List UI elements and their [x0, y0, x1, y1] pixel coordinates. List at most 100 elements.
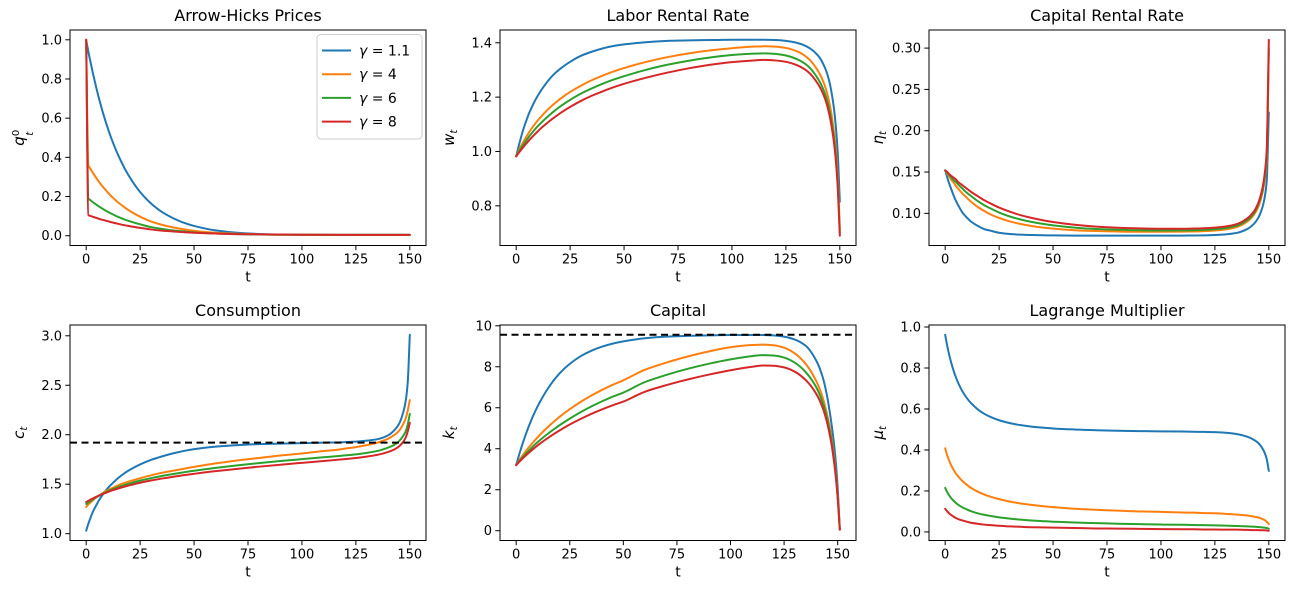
series-line [514, 58, 841, 237]
x-tick-label: 75 [668, 548, 685, 563]
axes-frame [499, 324, 857, 541]
legend-label: γ = 6 [359, 91, 397, 107]
y-tick-label: 4 [483, 442, 491, 457]
y-tick-label: 2.0 [41, 428, 62, 443]
series-line [514, 354, 841, 531]
subplot-consumption: 0 25 50 75 100 125 150 1.0 1.5 2.0 2.5 3.0 Consumpti… [0, 295, 430, 590]
y-tick-label: 0.8 [901, 361, 922, 376]
x-axis-label: t [245, 270, 251, 286]
chart-title: Capital Rental Rate [1030, 6, 1184, 25]
x-tick-label: 50 [1045, 548, 1062, 563]
legend: γ = 1.1 γ = 4 γ = 6 γ = 8 [316, 34, 423, 140]
series-line [944, 47, 1271, 232]
x-tick-label: 75 [1099, 253, 1116, 268]
y-tick-label: 1.0 [901, 321, 922, 336]
y-axis-label: ηt [869, 130, 889, 145]
legend-label: γ = 4 [359, 67, 397, 83]
subplot-capital: 0 25 50 75 100 125 150 0 2 4 6 8 10 Capital t kt [430, 295, 860, 590]
series-line [514, 38, 841, 203]
chart-title: Labor Rental Rate [606, 6, 749, 25]
x-tick-label: 150 [1257, 253, 1282, 268]
series-line [514, 45, 841, 230]
subplot-lagrange-multiplier: 0 25 50 75 100 125 150 0.0 0.2 0.4 0.6 0.8 1.0 Lagran… [859, 295, 1289, 590]
x-tick-label: 0 [941, 253, 949, 268]
y-tick-label: 0.0 [901, 525, 922, 540]
x-tick-label: 150 [827, 253, 852, 268]
series-line [85, 38, 411, 236]
x-axis-label: t [1105, 270, 1111, 286]
x-tick-label: 25 [562, 253, 579, 268]
series-line [944, 111, 1271, 237]
legend-label: γ = 1.1 [359, 44, 410, 60]
x-tick-label: 25 [132, 548, 149, 563]
y-axis-label: q0 t [10, 130, 36, 146]
y-tick-label: 0.4 [901, 443, 922, 458]
x-tick-label: 0 [941, 548, 949, 563]
x-tick-label: 125 [343, 548, 368, 563]
x-tick-label: 100 [290, 253, 315, 268]
x-tick-label: 75 [669, 253, 686, 268]
x-tick-label: 25 [991, 548, 1008, 563]
series-line [514, 364, 841, 531]
y-tick-label: 2.5 [41, 379, 62, 394]
y-tick-label: 0.20 [892, 124, 921, 139]
y-tick-label: 0.25 [892, 83, 921, 98]
x-tick-label: 150 [825, 548, 850, 563]
y-tick-label: 1.5 [41, 478, 62, 493]
legend-label: γ = 8 [359, 115, 397, 131]
y-tick-label: 8 [483, 360, 491, 375]
y-tick-label: 1.4 [471, 36, 492, 51]
x-tick-label: 50 [615, 548, 632, 563]
series-line [514, 52, 841, 234]
x-tick-label: 0 [82, 253, 90, 268]
x-tick-label: 125 [1203, 548, 1228, 563]
series-line [944, 333, 1271, 472]
x-axis-label: t [675, 270, 681, 286]
x-tick-label: 50 [186, 548, 203, 563]
x-tick-label: 50 [1045, 253, 1062, 268]
chart-title: Consumption [195, 301, 301, 320]
x-tick-label: 0 [512, 548, 520, 563]
x-tick-label: 50 [615, 253, 632, 268]
x-tick-label: 150 [1257, 548, 1282, 563]
y-tick-label: 6 [483, 401, 491, 416]
y-tick-label: 0.2 [901, 484, 922, 499]
chart-svg: 0 25 50 75 100 125 150 0 2 4 6 8 10 Capital t kt [440, 301, 857, 581]
x-tick-label: 0 [512, 253, 520, 268]
y-tick-label: 0.30 [892, 42, 921, 57]
chart-svg: 0 25 50 75 100 125 150 0.0 0.2 0.4 0.6 0.8 1.0 Lagran… [869, 301, 1286, 581]
series-line [514, 343, 841, 531]
x-tick-label: 100 [719, 253, 744, 268]
plot-area [70, 333, 426, 532]
x-tick-label: 100 [290, 548, 315, 563]
y-axis-label: kt [440, 425, 460, 439]
series-line [944, 507, 1271, 532]
x-tick-label: 75 [1099, 548, 1116, 563]
legend-box [316, 34, 423, 140]
x-tick-label: 100 [1149, 548, 1174, 563]
plot-area [944, 38, 1271, 237]
series-line [944, 447, 1271, 526]
y-tick-label: 1.0 [41, 527, 62, 542]
chart-title: Arrow-Hicks Prices [174, 6, 321, 25]
y-tick-label: 0.8 [471, 199, 492, 214]
chart-svg: 0 25 50 75 100 125 150 0.8 1.0 1.2 1.4 Labor Rental… [440, 6, 857, 286]
y-axis-label: wt [440, 129, 460, 146]
plot-area [944, 333, 1271, 532]
chart-svg: 0 25 50 75 100 125 150 0.0 0.2 0.4 0.6 0.8 1.0 Arrow-… [10, 6, 427, 286]
x-tick-label: 25 [132, 253, 149, 268]
x-tick-label: 125 [1203, 253, 1228, 268]
axes-frame [928, 29, 1286, 246]
series-line [944, 38, 1271, 230]
y-tick-label: 1.2 [471, 91, 492, 106]
y-tick-label: 0.10 [892, 207, 921, 222]
x-tick-label: 100 [1149, 253, 1174, 268]
x-tick-label: 150 [397, 548, 422, 563]
y-tick-label: 3.0 [41, 329, 62, 344]
x-axis-label: t [1105, 565, 1111, 581]
chart-title: Lagrange Multiplier [1030, 301, 1185, 320]
chart-title: Capital [650, 301, 706, 320]
x-tick-label: 0 [82, 548, 90, 563]
x-tick-label: 150 [397, 253, 422, 268]
y-tick-label: 10 [475, 319, 492, 334]
